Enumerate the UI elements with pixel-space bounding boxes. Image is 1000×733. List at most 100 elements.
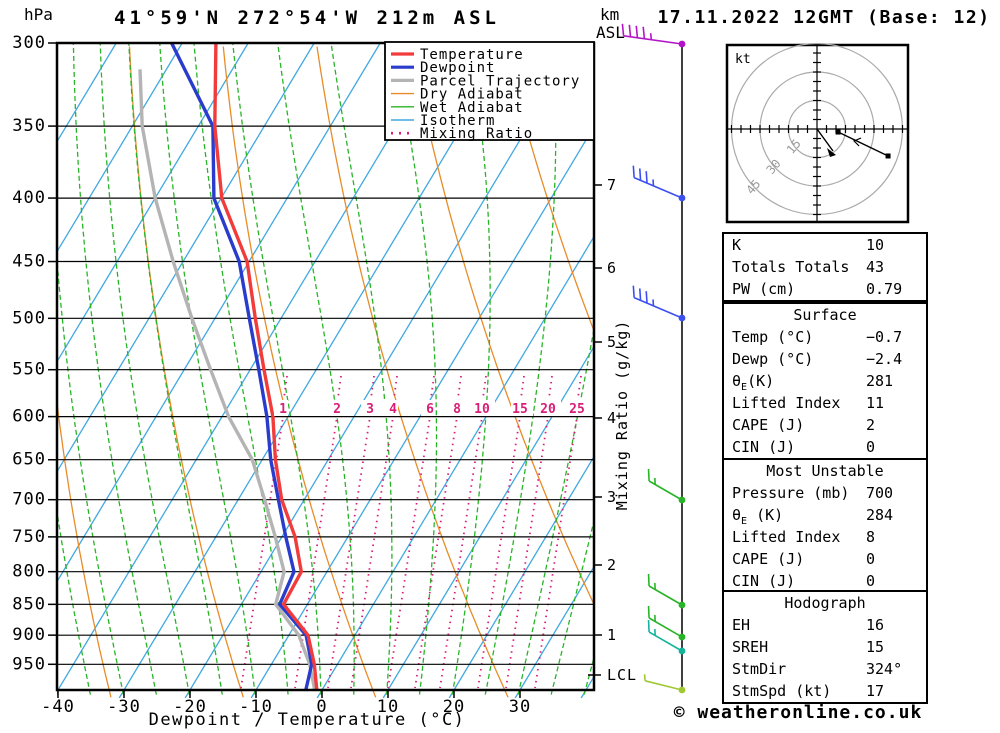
legend-label-dewpoint: Dewpoint <box>420 60 495 76</box>
wind-barb <box>632 165 683 199</box>
table-row-value: 43 <box>866 258 885 276</box>
legend-label-mixing-ratio: Mixing Ratio <box>420 126 533 142</box>
table-row-value: 284 <box>866 506 894 524</box>
table-row-value: 8 <box>866 528 876 546</box>
mixing-ratio-label: 10 <box>474 402 490 417</box>
table-row-value: 281 <box>866 372 894 390</box>
wind-barb <box>647 468 683 501</box>
table-row: Lifted Index 11 <box>724 392 926 414</box>
km-tick-label: 7 <box>607 176 616 194</box>
wind-barb <box>643 674 683 691</box>
wind-barb-stroke <box>632 165 635 178</box>
mixing-ratio-line <box>520 375 525 399</box>
pressure-tick-label: 350 <box>12 116 46 136</box>
storm-motion-arrowhead <box>827 148 836 158</box>
table-row-value: 10 <box>866 236 885 254</box>
wind-barb-station-dot <box>678 194 686 202</box>
hodograph-unit-label: kt <box>735 52 751 67</box>
mixing-ratio-line <box>457 375 462 399</box>
table-row-value: 17 <box>866 682 885 700</box>
mixing-label-bg <box>448 400 462 416</box>
temp-tick-label: -30 <box>107 697 141 717</box>
wind-barb-stroke <box>633 176 683 199</box>
table-row: K 10 <box>724 234 926 256</box>
km-tick-label: 1 <box>607 626 616 644</box>
table-row-value: 0.79 <box>866 280 903 298</box>
table-row-label: CIN (J) <box>732 438 796 456</box>
table-hodograph: Hodograph EH 16 SREH 15 StmDir 324° StmSpd (kt)… <box>722 590 928 704</box>
legend-label-temperature: Temperature <box>420 47 524 63</box>
isotherm-line <box>448 455 594 698</box>
table-surface: Surface Temp (°C) −0.7 Dewp (°C) −2.4 θE(K) 28… <box>722 302 928 460</box>
table-row-label: Temp (°C) <box>732 328 814 346</box>
wind-barb-stroke <box>647 605 650 619</box>
temp-tick-label: 20 <box>443 697 465 717</box>
wind-barb <box>647 605 683 638</box>
table-row: Lifted Index 8 <box>724 526 926 548</box>
table-row-value: 0 <box>866 438 876 456</box>
table-row-label: Dewp (°C) <box>732 350 814 368</box>
dry-adiabat-line <box>57 397 112 698</box>
pressure-tick-label: 700 <box>12 490 46 510</box>
table-row-value: 2 <box>866 416 876 434</box>
table-row-value: 15 <box>866 638 885 656</box>
mixing-ratio-label: 8 <box>453 402 461 417</box>
mixing-label-bg <box>511 400 533 416</box>
table-row-value: 0 <box>866 572 876 590</box>
mixing-ratio-label: 6 <box>426 402 434 417</box>
table-row-value: 16 <box>866 616 885 634</box>
table-row: CIN (J) 0 <box>724 436 926 458</box>
wind-barb-stroke <box>638 168 642 181</box>
mixing-ratio-label: 4 <box>389 402 397 417</box>
hodograph-trace <box>837 131 889 157</box>
legend-label-dry-adiabat: Dry Adiabat <box>420 87 524 103</box>
table-row: SREH 15 <box>724 636 926 658</box>
hodograph-trace-point <box>885 153 891 159</box>
table-row-label: StmSpd (kt) <box>732 682 832 700</box>
table-row: StmSpd (kt) 17 <box>724 680 926 702</box>
pressure-tick-label: 750 <box>12 527 46 547</box>
wet-adiabat-line <box>159 43 256 695</box>
wind-barb <box>621 23 683 45</box>
isotherm-line <box>57 43 315 473</box>
wet-adiabat-line <box>128 43 223 695</box>
table-row-label: Totals Totals <box>732 258 850 276</box>
station-title: 41°59'N 272°54'W 212m ASL <box>114 7 500 29</box>
mixing-ratio-label: 1 <box>279 402 287 417</box>
mixing-ratio-label: 3 <box>366 402 374 417</box>
wind-barb-station-dot <box>678 601 686 609</box>
hodograph-trace-point <box>835 129 841 135</box>
table-row: Dewp (°C) −2.4 <box>724 348 926 370</box>
isotherm-line <box>57 43 183 253</box>
wind-barb-stroke <box>645 171 648 184</box>
km-tick-label: 4 <box>607 409 616 427</box>
pressure-tick-label: 450 <box>12 252 46 272</box>
pressure-tick-label: 550 <box>12 360 46 380</box>
temp-tick-label: -40 <box>41 697 75 717</box>
storm-motion-vector <box>816 128 834 152</box>
table-row: Totals Totals 43 <box>724 256 926 278</box>
pressure-tick-label: 300 <box>12 33 46 53</box>
temperature-curve <box>213 43 319 692</box>
temp-tick-label: -10 <box>239 697 273 717</box>
wet-adiabat-line <box>517 325 594 695</box>
legend-label-isotherm: Isotherm <box>420 113 495 129</box>
mixing-label-bg <box>274 400 288 416</box>
table-section-title: Hodograph <box>784 594 866 612</box>
plot-area <box>57 43 594 698</box>
plot-border <box>55 41 596 692</box>
wind-barb <box>647 619 683 652</box>
table-row-label: Lifted Index <box>732 528 841 546</box>
table-row: PW (cm) 0.79 <box>724 278 926 300</box>
isotherm-line <box>382 345 594 698</box>
table-most-unstable: Most Unstable Pressure (mb) 700 θE (K) 284 Li… <box>722 458 928 594</box>
wind-barb-stroke <box>647 573 650 587</box>
mixing-ratio-label: 2 <box>333 402 341 417</box>
temp-tick-label: 30 <box>509 697 531 717</box>
table-row-label: K <box>732 236 742 254</box>
wind-barb-stroke <box>642 26 646 39</box>
wind-barb-stroke <box>648 480 683 501</box>
wet-adiabat-line <box>232 43 322 695</box>
copyright-link[interactable]: © weatheronline.co.uk <box>673 702 923 723</box>
mixing-label-bg <box>421 400 435 416</box>
